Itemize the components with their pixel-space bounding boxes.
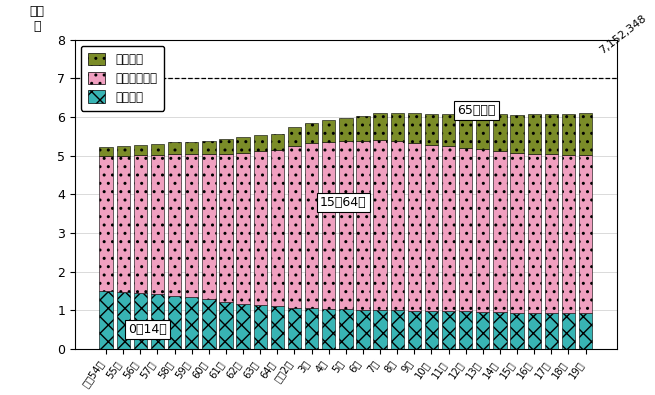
Bar <box>373 113 386 140</box>
Bar <box>219 154 233 302</box>
Bar <box>253 305 267 349</box>
Bar <box>459 115 472 148</box>
Bar <box>339 118 352 141</box>
Text: 百万
人: 百万 人 <box>29 6 45 34</box>
Bar <box>253 150 267 305</box>
Bar <box>544 114 558 154</box>
Bar <box>459 148 472 311</box>
Bar <box>151 155 164 294</box>
Bar <box>510 312 524 349</box>
Bar <box>493 150 506 312</box>
Bar <box>476 312 489 349</box>
Bar <box>407 113 421 143</box>
Bar <box>493 114 506 150</box>
Bar <box>236 304 250 349</box>
Bar <box>271 307 284 349</box>
Bar <box>476 149 489 312</box>
Bar <box>442 114 455 146</box>
Bar <box>288 127 301 146</box>
Bar <box>219 139 233 154</box>
Bar <box>390 141 404 310</box>
Bar <box>527 154 541 313</box>
Bar <box>202 154 215 299</box>
Bar <box>373 310 386 349</box>
Bar <box>527 313 541 349</box>
Bar <box>134 155 147 293</box>
Bar <box>202 141 215 154</box>
Bar <box>356 141 369 310</box>
Bar <box>100 156 113 291</box>
Bar <box>562 313 575 349</box>
Bar <box>322 142 335 309</box>
Bar <box>134 293 147 349</box>
Bar <box>339 141 352 309</box>
Bar <box>579 313 592 349</box>
Bar <box>117 146 130 156</box>
Bar <box>562 155 575 313</box>
Bar <box>117 156 130 292</box>
Bar <box>151 144 164 155</box>
Bar <box>185 297 198 349</box>
Bar <box>168 295 181 349</box>
Text: 15〜64歳: 15〜64歳 <box>320 196 367 209</box>
Bar <box>271 150 284 307</box>
Bar <box>424 114 438 145</box>
Bar <box>134 145 147 155</box>
Bar <box>442 311 455 349</box>
Bar <box>493 312 506 349</box>
Legend: 老年人口, 生産年齢人口, 年少人口: 老年人口, 生産年齢人口, 年少人口 <box>81 45 164 111</box>
Bar <box>424 311 438 349</box>
Bar <box>442 146 455 311</box>
Bar <box>305 123 318 143</box>
Bar <box>168 154 181 295</box>
Bar <box>305 143 318 308</box>
Bar <box>407 143 421 310</box>
Bar <box>305 308 318 349</box>
Bar <box>322 309 335 349</box>
Bar <box>424 145 438 311</box>
Bar <box>407 310 421 349</box>
Bar <box>236 152 250 304</box>
Bar <box>579 113 592 155</box>
Bar <box>544 154 558 313</box>
Bar <box>579 155 592 313</box>
Bar <box>202 299 215 349</box>
Bar <box>544 313 558 349</box>
Bar <box>219 302 233 349</box>
Bar <box>288 308 301 349</box>
Bar <box>168 143 181 154</box>
Bar <box>322 120 335 142</box>
Bar <box>288 146 301 308</box>
Bar <box>390 113 404 141</box>
Bar <box>510 115 524 152</box>
Bar <box>236 137 250 152</box>
Bar <box>185 154 198 297</box>
Bar <box>356 310 369 349</box>
Bar <box>117 292 130 349</box>
Bar <box>356 116 369 141</box>
Text: 65歳以上: 65歳以上 <box>457 104 495 117</box>
Bar <box>476 115 489 149</box>
Text: 0〜14歳: 0〜14歳 <box>128 323 167 336</box>
Bar <box>510 152 524 312</box>
Bar <box>185 142 198 154</box>
Bar <box>151 294 164 349</box>
Bar <box>527 114 541 154</box>
Bar <box>253 135 267 150</box>
Text: 7,152,348: 7,152,348 <box>597 13 648 56</box>
Bar <box>390 310 404 349</box>
Bar <box>562 114 575 155</box>
Bar <box>459 311 472 349</box>
Bar <box>339 309 352 349</box>
Bar <box>100 147 113 156</box>
Bar <box>100 291 113 349</box>
Bar <box>373 140 386 310</box>
Bar <box>271 134 284 150</box>
